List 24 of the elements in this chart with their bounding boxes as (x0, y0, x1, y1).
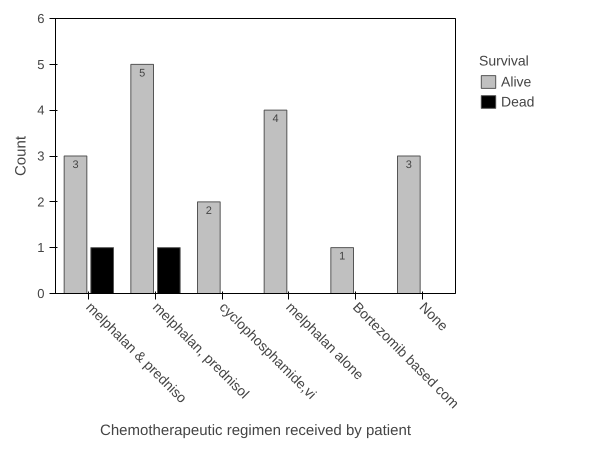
legend-title: Survival (479, 52, 530, 68)
bar (130, 64, 154, 294)
y-tick-label: 0 (37, 286, 45, 301)
legend-label: Dead (501, 94, 534, 110)
y-tick-label: 1 (37, 240, 45, 256)
bar (264, 110, 288, 294)
y-tick-label: 6 (37, 11, 45, 26)
y-tick-label: 5 (37, 56, 45, 72)
data-label: 1 (339, 250, 346, 263)
bar (197, 201, 221, 294)
data-label: 3 (406, 159, 412, 171)
bar (330, 247, 354, 294)
bar (64, 156, 88, 294)
bar (397, 156, 421, 294)
data-label: 4 (272, 113, 279, 126)
x-axis-title: Chemotherapeutic regimen received by patient (100, 422, 412, 440)
y-axis-title: Count (12, 135, 30, 176)
y-tick-label: 2 (37, 194, 45, 210)
data-label: 2 (206, 204, 212, 217)
legend-label: Alive (501, 74, 532, 90)
y-tick-label: 3 (37, 148, 45, 164)
y-tick-label: 4 (37, 102, 45, 118)
data-label: 3 (72, 159, 79, 171)
data-label: 5 (139, 67, 146, 80)
